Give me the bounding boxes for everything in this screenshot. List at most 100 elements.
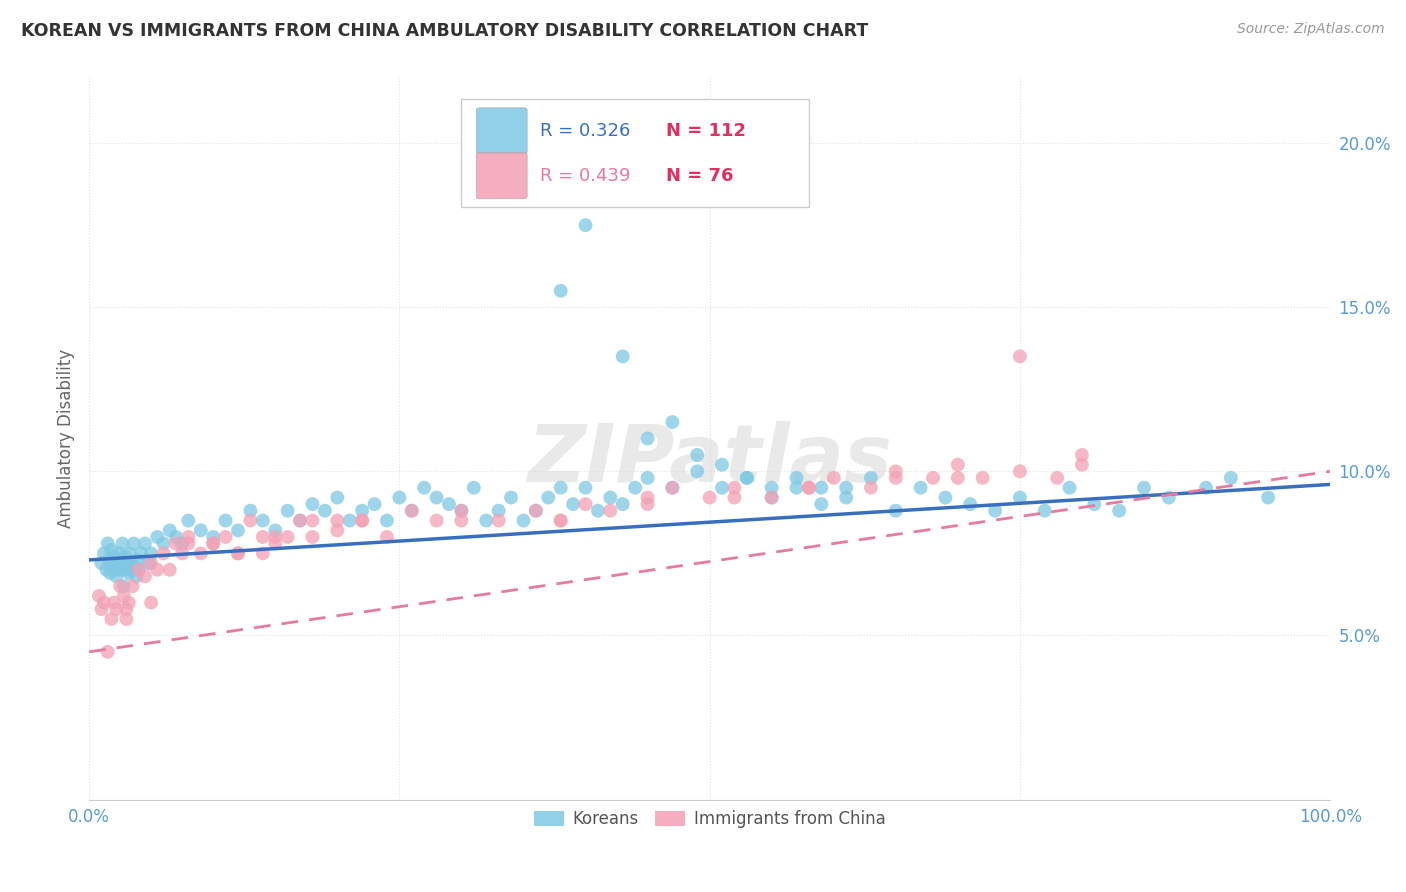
Point xyxy=(134,569,156,583)
Point xyxy=(1033,504,1056,518)
Point xyxy=(1195,481,1218,495)
Point xyxy=(118,566,141,580)
Point xyxy=(118,596,141,610)
Point xyxy=(1108,504,1130,518)
Point xyxy=(172,536,194,550)
Point xyxy=(835,481,858,495)
Point xyxy=(884,471,907,485)
Point xyxy=(100,612,122,626)
Point xyxy=(661,481,683,495)
Point xyxy=(761,491,783,505)
Point xyxy=(288,514,311,528)
FancyBboxPatch shape xyxy=(477,153,527,199)
Point xyxy=(114,549,136,564)
Point xyxy=(139,546,162,560)
Point xyxy=(117,563,139,577)
Point xyxy=(537,491,560,505)
Point xyxy=(785,471,807,485)
Point xyxy=(550,514,572,528)
Point xyxy=(785,481,807,495)
Point xyxy=(165,536,187,550)
Point xyxy=(159,524,181,538)
Point xyxy=(159,563,181,577)
Point xyxy=(121,579,143,593)
Point xyxy=(277,530,299,544)
Point xyxy=(352,514,374,528)
Point xyxy=(301,497,323,511)
Point xyxy=(910,481,932,495)
Text: N = 76: N = 76 xyxy=(666,167,734,185)
Point xyxy=(637,432,659,446)
Text: N = 112: N = 112 xyxy=(666,122,747,140)
Point xyxy=(115,556,138,570)
Point xyxy=(984,504,1007,518)
Text: R = 0.326: R = 0.326 xyxy=(540,122,630,140)
Point xyxy=(413,481,436,495)
Point xyxy=(637,491,659,505)
Point xyxy=(1008,491,1031,505)
Point xyxy=(93,546,115,560)
Point xyxy=(524,504,547,518)
Point xyxy=(1157,491,1180,505)
Point xyxy=(339,514,361,528)
Point xyxy=(488,514,510,528)
Point xyxy=(1008,464,1031,478)
Point xyxy=(711,458,734,472)
Point xyxy=(105,569,128,583)
Point xyxy=(437,497,460,511)
Point xyxy=(959,497,981,511)
Point xyxy=(105,602,128,616)
Point xyxy=(277,504,299,518)
Point xyxy=(1071,448,1094,462)
Point xyxy=(810,497,832,511)
Point xyxy=(314,504,336,518)
Point xyxy=(124,559,146,574)
Point xyxy=(499,491,522,505)
Point xyxy=(98,566,121,580)
Point xyxy=(637,471,659,485)
Point xyxy=(226,524,249,538)
Point xyxy=(661,415,683,429)
Point xyxy=(103,549,125,564)
Point xyxy=(118,546,141,560)
Point xyxy=(177,530,200,544)
Point xyxy=(797,481,820,495)
Point xyxy=(488,504,510,518)
Point xyxy=(1059,481,1081,495)
Point xyxy=(252,546,274,560)
Point xyxy=(90,556,112,570)
Point xyxy=(699,491,721,505)
FancyBboxPatch shape xyxy=(461,99,808,208)
Point xyxy=(129,546,152,560)
Point xyxy=(612,350,634,364)
Point xyxy=(934,491,956,505)
Point xyxy=(599,491,621,505)
Point xyxy=(512,514,534,528)
Point xyxy=(463,481,485,495)
Text: ZIPatlas: ZIPatlas xyxy=(527,421,893,500)
Point xyxy=(388,491,411,505)
Point xyxy=(202,536,225,550)
Point xyxy=(426,514,449,528)
Point xyxy=(139,556,162,570)
Point xyxy=(1046,471,1069,485)
Point xyxy=(226,546,249,560)
FancyBboxPatch shape xyxy=(477,108,527,154)
Point xyxy=(761,481,783,495)
Point xyxy=(93,596,115,610)
Point xyxy=(112,579,135,593)
Point xyxy=(97,645,120,659)
Point xyxy=(661,481,683,495)
Point xyxy=(550,514,572,528)
Point xyxy=(87,589,110,603)
Text: Source: ZipAtlas.com: Source: ZipAtlas.com xyxy=(1237,22,1385,37)
Point xyxy=(264,536,287,550)
Point xyxy=(686,464,709,478)
Point xyxy=(972,471,994,485)
Point xyxy=(177,536,200,550)
Point xyxy=(100,543,122,558)
Point xyxy=(120,556,142,570)
Point xyxy=(401,504,423,518)
Point xyxy=(922,471,945,485)
Point xyxy=(301,514,323,528)
